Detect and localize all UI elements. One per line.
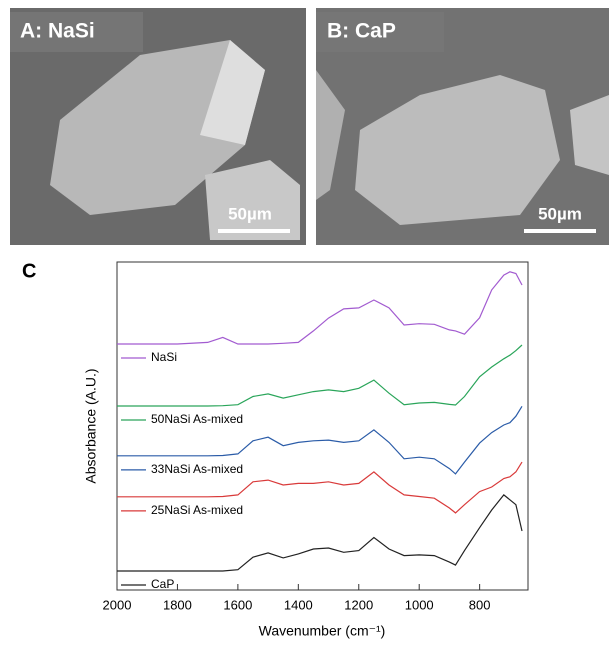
spectrum-line [117,345,522,406]
scale-bar-label: 50µm [538,204,582,223]
x-tick-label: 1800 [163,597,192,612]
spectrum-line [117,272,522,344]
panel-label: C [22,260,36,282]
legend-label: CaP [151,577,174,591]
legend-label: 33NaSi As-mixed [151,462,243,476]
legend-label: 50NaSi As-mixed [151,412,243,426]
x-tick-label: 800 [469,597,491,612]
panel-label: B: CaP [327,20,396,43]
x-tick-label: 1200 [344,597,373,612]
panel-label: A: NaSi [20,20,95,43]
x-axis-title: Wavenumber (cm⁻¹) [259,623,386,639]
x-tick-label: 1400 [284,597,313,612]
x-tick-label: 1000 [405,597,434,612]
scale-bar-label: 50µm [228,204,272,223]
legend-label: NaSi [151,350,177,364]
x-tick-label: 2000 [103,597,132,612]
legend-label: 25NaSi As-mixed [151,503,243,517]
x-tick-label: 1600 [223,597,252,612]
y-axis-title: Absorbance (A.U.) [83,368,99,483]
figure: A: NaSi B: CaP 50µm 50µm C Wavenumber (c… [0,0,609,641]
